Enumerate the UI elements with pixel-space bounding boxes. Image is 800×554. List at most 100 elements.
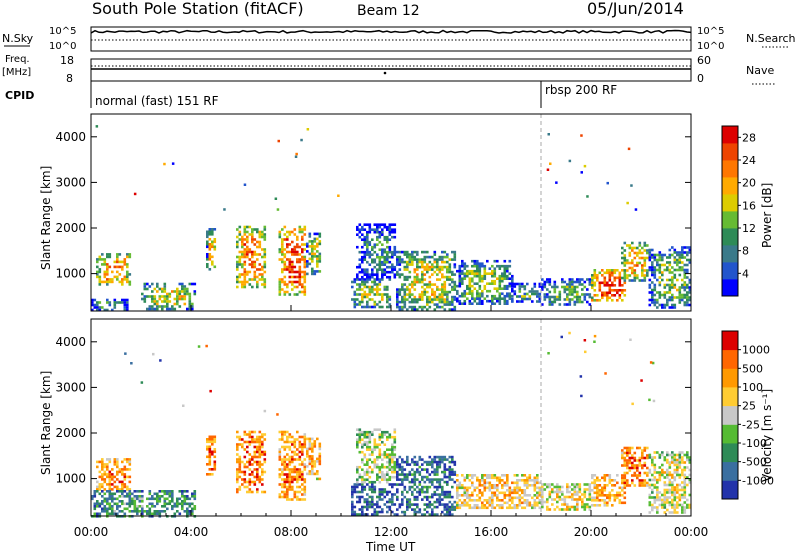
velocity-echo-cell <box>358 428 362 431</box>
velocity-echo-cell <box>518 499 522 502</box>
power-echo-cell <box>108 253 112 256</box>
velocity-echo-cell <box>288 458 292 461</box>
power-echo-cell <box>378 240 382 244</box>
velocity-echo-cell <box>478 479 482 482</box>
power-echo-cell <box>576 280 579 284</box>
power-echo-cell <box>288 263 292 266</box>
velocity-echo-cell <box>433 468 437 471</box>
power-echo-cell <box>576 285 579 289</box>
power-echo-cell <box>593 284 597 287</box>
power-echo-cell <box>206 258 209 261</box>
velocity-echo-cell <box>286 430 289 434</box>
power-echo-cell <box>376 253 379 256</box>
power-echo-cell <box>506 294 509 298</box>
power-echo-cell <box>411 250 414 254</box>
velocity-echo-cell <box>296 478 299 481</box>
velocity-echo-cell <box>443 495 447 499</box>
velocity-echo-cell <box>456 491 459 495</box>
velocity-echo-cell <box>598 484 602 487</box>
power-echo-cell <box>516 300 519 303</box>
power-echo-cell <box>651 281 654 284</box>
power-echo-cell <box>208 255 212 259</box>
velocity-echo-cell <box>646 454 649 457</box>
power-echo-cell <box>598 286 602 290</box>
power-scatter-point <box>337 194 340 197</box>
velocity-echo-cell <box>101 483 104 486</box>
velocity-echo-cell <box>251 435 254 439</box>
velocity-echo-cell <box>373 465 377 469</box>
velocity-echo-cell <box>578 498 582 501</box>
velocity-echo-cell <box>518 494 522 497</box>
power-echo-cell <box>521 295 524 298</box>
velocity-echo-cell <box>526 476 529 480</box>
power-echo-cell <box>246 270 249 274</box>
power-echo-cell <box>96 265 99 269</box>
power-echo-cell <box>548 290 552 294</box>
power-echo-cell <box>238 225 242 229</box>
power-echo-cell <box>291 250 294 254</box>
power-echo-cell <box>93 303 97 307</box>
power-echo-cell <box>663 253 667 257</box>
velocity-echo-cell <box>206 473 209 476</box>
velocity-echo-cell <box>533 494 537 497</box>
velocity-echo-cell <box>318 447 322 451</box>
velocity-echo-cell <box>351 505 354 509</box>
power-scatter-point <box>95 125 99 128</box>
nsearch-label: N.Search <box>746 32 796 45</box>
power-echo-cell <box>601 274 604 277</box>
velocity-echo-cell <box>278 448 282 451</box>
velocity-echo-cell <box>481 476 484 480</box>
velocity-echo-cell <box>491 484 494 487</box>
velocity-echo-cell <box>386 435 389 439</box>
velocity-echo-cell <box>283 490 287 494</box>
velocity-echo-cell <box>588 485 592 489</box>
power-echo-cell <box>408 283 412 286</box>
velocity-echo-cell <box>378 493 382 496</box>
power-echo-cell <box>366 293 369 296</box>
velocity-echo-cell <box>443 465 447 469</box>
power-echo-cell <box>486 299 489 303</box>
velocity-echo-cell <box>668 483 672 487</box>
velocity-echo-cell <box>353 513 357 516</box>
velocity-echo-cell <box>666 468 669 472</box>
power-echo-cell <box>253 238 257 241</box>
power-echo-cell <box>101 306 104 309</box>
power-echo-cell <box>241 255 244 259</box>
velocity-echo-cell <box>638 461 642 465</box>
power-echo-cell <box>206 263 209 266</box>
power-echo-cell <box>406 285 409 289</box>
power-echo-cell <box>386 250 389 254</box>
velocity-echo-cell <box>428 500 432 504</box>
velocity-echo-cell <box>423 490 427 494</box>
power-echo-cell <box>501 287 504 290</box>
velocity-echo-cell <box>571 498 574 501</box>
velocity-echo-cell <box>208 463 212 466</box>
power-echo-cell <box>236 235 239 239</box>
power-echo-cell <box>378 293 382 296</box>
power-echo-cell <box>388 255 392 259</box>
velocity-echo-cell <box>428 460 432 464</box>
power-echo-cell <box>583 293 587 296</box>
power-echo-cell <box>438 298 442 301</box>
velocity-echo-cell <box>256 463 259 466</box>
power-echo-cell <box>503 284 507 288</box>
velocity-echo-cell <box>106 463 109 466</box>
velocity-echo-cell <box>648 468 652 472</box>
velocity-echo-cell <box>253 453 257 456</box>
velocity-echo-cell <box>303 468 307 471</box>
power-echo-cell <box>403 275 407 279</box>
nsearch-tick-bottom: 10^0 <box>697 41 724 52</box>
power-echo-cell <box>436 268 439 271</box>
power-echo-cell <box>188 297 192 301</box>
power-echo-cell <box>236 275 239 279</box>
power-echo-cell <box>441 250 444 254</box>
velocity-echo-cell <box>301 498 304 501</box>
power-echo-cell <box>491 297 494 300</box>
velocity-echoes <box>91 319 692 518</box>
velocity-echo-cell <box>141 500 144 503</box>
power-echo-cell <box>413 295 417 299</box>
velocity-echo-cell <box>248 463 252 466</box>
power-echo-cell <box>291 283 294 286</box>
velocity-echo-cell <box>566 490 569 494</box>
power-echo-cell <box>538 297 542 301</box>
